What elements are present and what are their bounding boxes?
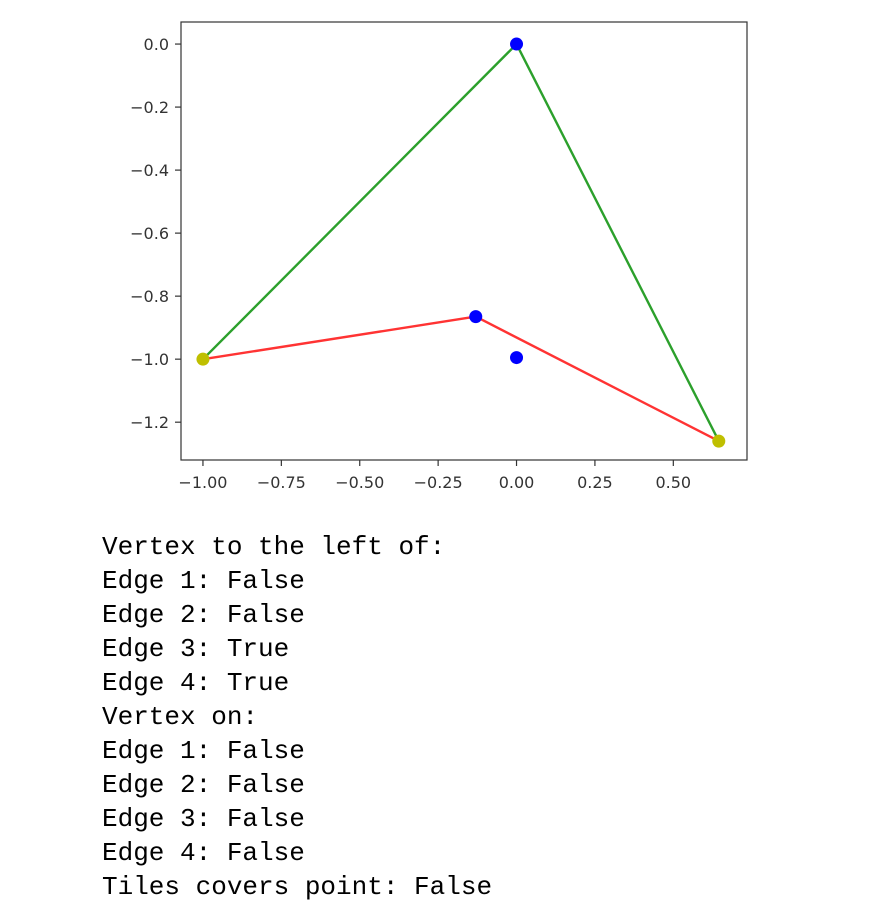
output-line: Vertex to the left of: [102, 532, 446, 562]
y-tick-label: −1.2 [130, 413, 169, 432]
y-tick-label: −0.8 [130, 287, 169, 306]
y-tick-label: −0.2 [130, 98, 169, 117]
y-tick-label: −0.4 [130, 161, 169, 180]
output-line: Edge 4: False [102, 838, 305, 868]
y-tick-label: 0.0 [144, 35, 169, 54]
x-tick-label: −0.50 [335, 473, 384, 492]
output-line: Edge 2: False [102, 770, 305, 800]
y-tick-label: −1.0 [130, 350, 169, 369]
series-line-1 [202, 42, 720, 442]
output-line: Edge 1: False [102, 566, 305, 596]
x-tick-label: 0.50 [655, 473, 691, 492]
vertex-marker [196, 352, 210, 366]
console-output: Vertex to the left of: Edge 1: False Edge … [102, 530, 492, 904]
plot-figure: −1.00 −0.75 −0.50 −0.25 0.00 0.25 0.50 0.0 −0.2 −… [130, 21, 748, 492]
series-line-2 [202, 315, 720, 443]
output-line: Edge 2: False [102, 600, 305, 630]
output-line: Edge 3: True [102, 634, 290, 664]
vertex-marker [510, 37, 524, 51]
vertex-marker [469, 310, 483, 324]
x-tick-label: −0.75 [257, 473, 306, 492]
output-line: Edge 4: True [102, 668, 290, 698]
x-tick-label: −1.00 [178, 473, 227, 492]
x-tick-label: 0.25 [577, 473, 613, 492]
plot-layer: −1.00 −0.75 −0.50 −0.25 0.00 0.25 0.50 0.0 −0.2 −… [130, 35, 726, 492]
output-line: Edge 1: False [102, 736, 305, 766]
axes-frame [180, 21, 748, 461]
vertex-marker [510, 351, 524, 365]
output-line: Edge 3: False [102, 804, 305, 834]
output-line: Tiles covers point: False [102, 872, 493, 902]
vertex-marker [712, 434, 726, 448]
x-tick-label: −0.25 [414, 473, 463, 492]
y-tick-label: −0.6 [130, 224, 169, 243]
output-line: Vertex on: [102, 702, 259, 732]
x-tick-label: 0.00 [499, 473, 535, 492]
